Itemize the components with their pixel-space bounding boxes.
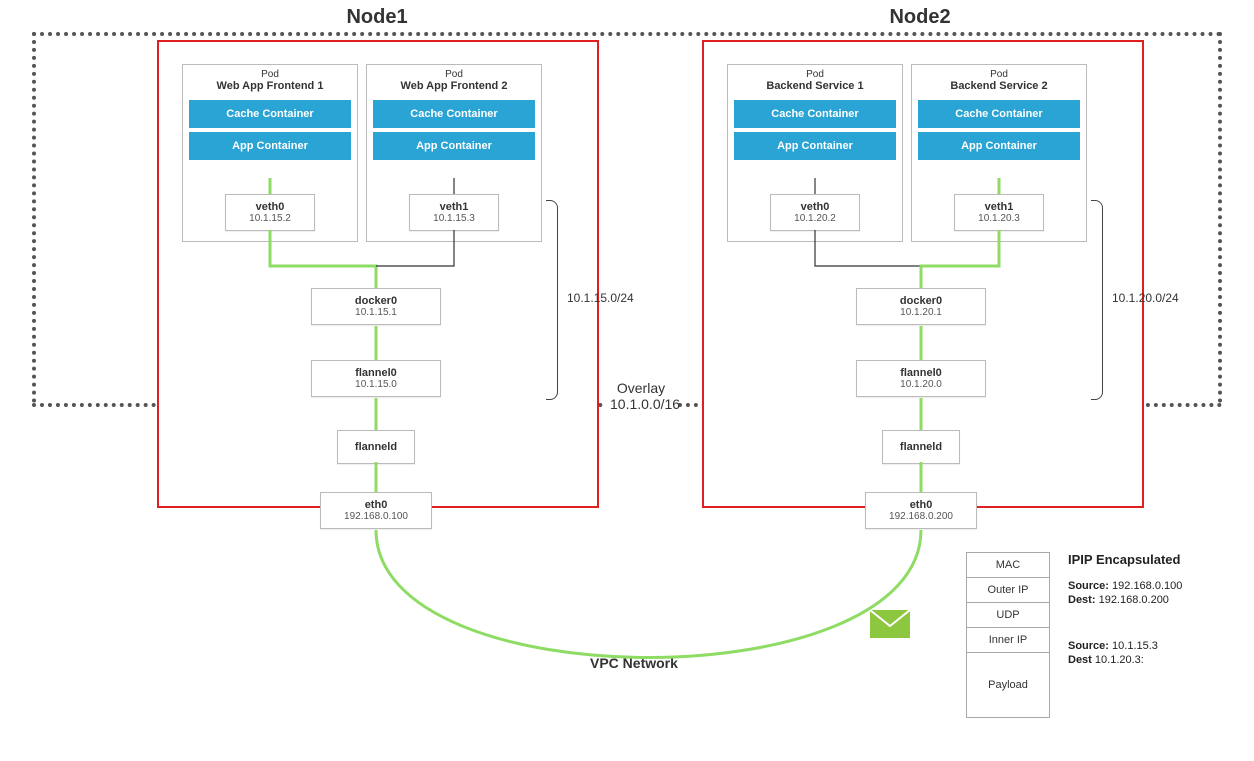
- inner-dst-label: Dest: [1068, 654, 1092, 666]
- packet-inner-dest: Dest 10.1.20.3:: [1068, 654, 1144, 666]
- packet-table: MAC Outer IP UDP Inner IP Payload: [966, 552, 1050, 718]
- cache-container: Cache Container: [189, 100, 351, 128]
- node1-subnet-label: 10.1.15.0/24: [567, 291, 634, 305]
- node2-brace: [1091, 200, 1103, 400]
- packet-title: IPIP Encapsulated: [1068, 552, 1180, 567]
- outer-src-val: 192.168.0.100: [1112, 580, 1182, 592]
- eth0-ip: 192.168.0.100: [321, 511, 431, 522]
- veth-ip: 10.1.15.3: [410, 213, 498, 224]
- pod-name: Web App Frontend 1: [183, 80, 357, 92]
- node2-eth0: eth0 192.168.0.200: [865, 492, 977, 529]
- veth-ip: 10.1.20.3: [955, 213, 1043, 224]
- overlay-text: Overlay: [610, 380, 672, 396]
- packet-row-payload: Payload: [967, 653, 1049, 717]
- packet-outer-source: Source: 192.168.0.100: [1068, 580, 1182, 592]
- packet-outer-dest: Dest: 192.168.0.200: [1068, 594, 1169, 606]
- cache-container: Cache Container: [373, 100, 535, 128]
- eth0-name: eth0: [866, 499, 976, 511]
- veth-ip: 10.1.20.2: [771, 213, 859, 224]
- packet-inner-source: Source: 10.1.15.3: [1068, 640, 1158, 652]
- packet-row-udp: UDP: [967, 603, 1049, 628]
- flannel0-ip: 10.1.15.0: [312, 379, 440, 390]
- docker0-ip: 10.1.20.1: [857, 307, 985, 318]
- packet-row-mac: MAC: [967, 553, 1049, 578]
- cache-container: Cache Container: [918, 100, 1080, 128]
- docker0-name: docker0: [312, 295, 440, 307]
- app-container: App Container: [373, 132, 535, 160]
- inner-src-val: 10.1.15.3: [1112, 640, 1158, 652]
- envelope-icon: [870, 610, 910, 638]
- app-container: App Container: [734, 132, 896, 160]
- node2-veth1: veth1 10.1.20.3: [954, 194, 1044, 231]
- node2-subnet-label: 10.1.20.0/24: [1112, 291, 1179, 305]
- node1-eth0: eth0 192.168.0.100: [320, 492, 432, 529]
- node2-flanneld: flanneld: [882, 430, 960, 464]
- pod-label: Pod: [183, 69, 357, 80]
- node1-flanneld: flanneld: [337, 430, 415, 464]
- packet-row-outer-ip: Outer IP: [967, 578, 1049, 603]
- docker0-name: docker0: [857, 295, 985, 307]
- veth-name: veth0: [771, 201, 859, 213]
- pod-name: Backend Service 2: [912, 80, 1086, 92]
- veth-name: veth1: [410, 201, 498, 213]
- flannel0-ip: 10.1.20.0: [857, 379, 985, 390]
- pod-label: Pod: [728, 69, 902, 80]
- outer-dst-label: Dest:: [1068, 594, 1096, 606]
- pod-name: Backend Service 1: [728, 80, 902, 92]
- node2-veth0: veth0 10.1.20.2: [770, 194, 860, 231]
- inner-src-label: Source:: [1068, 640, 1109, 652]
- inner-dst-val: 10.1.20.3:: [1095, 654, 1144, 666]
- pod-label: Pod: [367, 69, 541, 80]
- flannel0-name: flannel0: [312, 367, 440, 379]
- packet-row-inner-ip: Inner IP: [967, 628, 1049, 653]
- overlay-cidr: 10.1.0.0/16: [610, 396, 672, 412]
- veth-name: veth1: [955, 201, 1043, 213]
- cache-container: Cache Container: [734, 100, 896, 128]
- eth0-ip: 192.168.0.200: [866, 511, 976, 522]
- app-container: App Container: [918, 132, 1080, 160]
- veth-name: veth0: [226, 201, 314, 213]
- veth-ip: 10.1.15.2: [226, 213, 314, 224]
- flanneld-name: flanneld: [883, 441, 959, 453]
- node1-veth1: veth1 10.1.15.3: [409, 194, 499, 231]
- eth0-name: eth0: [321, 499, 431, 511]
- node2-flannel0: flannel0 10.1.20.0: [856, 360, 986, 397]
- overlay-label: Overlay 10.1.0.0/16: [610, 380, 672, 412]
- docker0-ip: 10.1.15.1: [312, 307, 440, 318]
- pod-label: Pod: [912, 69, 1086, 80]
- app-container: App Container: [189, 132, 351, 160]
- node1-docker0: docker0 10.1.15.1: [311, 288, 441, 325]
- vpc-label: VPC Network: [590, 655, 678, 671]
- outer-src-label: Source:: [1068, 580, 1109, 592]
- flannel0-name: flannel0: [857, 367, 985, 379]
- node1-flannel0: flannel0 10.1.15.0: [311, 360, 441, 397]
- outer-dst-val: 192.168.0.200: [1099, 594, 1169, 606]
- node1-title: Node1: [317, 6, 437, 29]
- pod-name: Web App Frontend 2: [367, 80, 541, 92]
- node2-docker0: docker0 10.1.20.1: [856, 288, 986, 325]
- node2-title: Node2: [860, 6, 980, 29]
- node1-brace: [546, 200, 558, 400]
- flanneld-name: flanneld: [338, 441, 414, 453]
- node1-veth0: veth0 10.1.15.2: [225, 194, 315, 231]
